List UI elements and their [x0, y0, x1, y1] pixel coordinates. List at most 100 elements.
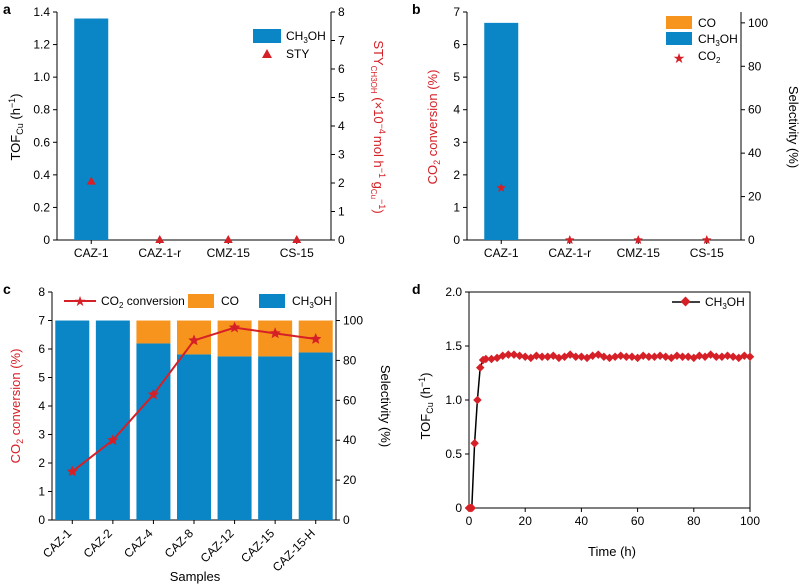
panel-b-right-axis-title: Selectivity (%)	[786, 86, 800, 168]
panel-c-x-tick-label: CAZ-12	[198, 526, 237, 565]
panel-b-left-axis-tick-label: 4	[453, 103, 460, 117]
panel-b-right-axis-tick-label: 60	[748, 103, 762, 117]
panel-a-left-axis-tick-label: 0.2	[33, 200, 50, 214]
panel-d-point-ch3oh	[745, 352, 755, 362]
panel-b-left-axis-tick-label: 1	[453, 200, 460, 214]
panel-d-x-axis-title: Time (h)	[588, 544, 636, 559]
panel-c-bar-co	[258, 320, 293, 357]
panel-b-point-co2	[702, 235, 712, 244]
panel-d-point-ch3oh	[616, 351, 625, 360]
panel-a-x-tick-label: CAZ-1-r	[138, 246, 181, 260]
panel-c-bar-ch3oh	[136, 343, 171, 520]
panel-b-point-co2	[565, 235, 575, 244]
panel-b-chart: 0 1 2 3 4 5 6 7 0 20 40 60 80 100 CAZ-1 CAZ-1-r CMZ-15 CS…	[453, 5, 768, 260]
panel-c-left-axis-tick-label: 3	[38, 428, 45, 442]
panel-d-point-ch3oh	[498, 351, 507, 360]
panel-b-x-tick-label: CAZ-1	[484, 246, 519, 260]
panel-d-point-ch3oh	[678, 352, 687, 362]
panel-d-point-ch3oh	[712, 352, 721, 362]
panel-d-line-ch3oh	[469, 353, 751, 509]
legend-marker-ch3oh-d	[680, 296, 691, 307]
legend-marker-co2-conversion: ★	[74, 293, 87, 309]
panel-a-left-axis-tick-label: 0	[43, 233, 50, 247]
panel-a-right-axis-title: STYCH3OH (×10−4mol h−1 gCu−1)	[369, 40, 387, 213]
panel-c-left-axis-tick-label: 1	[38, 485, 45, 499]
panel-d-chart: 0 0.5 1.0 1.5 2.0 0 20 40 60 80 100	[445, 285, 760, 528]
panel-a-left-axis-tick-label: 1.0	[33, 70, 50, 84]
legend-label-co-c: CO	[221, 294, 239, 308]
panel-c-left-axis-tick-label: 7	[38, 314, 45, 328]
panel-d-point-ch3oh	[638, 351, 648, 360]
panel-b-right-axis-tick-label: 100	[748, 16, 768, 30]
panel-d-point-ch3oh	[470, 438, 479, 448]
panel-c-bar-ch3oh	[95, 320, 130, 520]
panel-b-point-co2	[496, 182, 506, 192]
panel-d-x-tick-label: 0	[466, 514, 473, 528]
panel-c-bar-ch3oh	[258, 356, 293, 520]
panel-b-bar-ch3oh	[484, 22, 519, 240]
panel-d-point-ch3oh	[661, 352, 670, 362]
panel-d-x-tick-label: 100	[740, 514, 760, 528]
legend-label-ch3oh-b: CH3OH	[698, 32, 738, 48]
panel-d-point-ch3oh	[473, 395, 482, 405]
legend-swatch-co	[666, 16, 692, 29]
panel-a-left-axis-tick-label: 1.4	[33, 5, 50, 19]
panel-b-left-axis-tick-label: 3	[453, 135, 460, 149]
panel-d-x-tick-label: 20	[519, 514, 533, 528]
panel-a-x-tick-label: CMZ-15	[207, 246, 251, 260]
panel-c-left-axis-tick-label: 8	[38, 285, 45, 299]
panel-c-right-axis-tick-label: 80	[343, 353, 357, 367]
panel-a-left-axis-tick-label: 1.2	[33, 38, 50, 52]
panel-c-x-axis-title: Samples	[170, 569, 221, 584]
panel-b-right-axis-tick-label: 80	[748, 59, 762, 73]
panel-d-point-ch3oh	[467, 503, 477, 513]
panel-d-point-ch3oh	[481, 354, 491, 364]
panel-b-point-co2	[633, 235, 643, 244]
panel-c-legend: ★ CO2 conversion CO CH3OH	[64, 293, 332, 310]
panel-d-y-tick-label: 0	[455, 501, 462, 515]
panel-d-point-ch3oh	[577, 352, 586, 362]
panel-a-point-sty	[292, 235, 302, 243]
panel-d-point-ch3oh	[610, 352, 620, 362]
panel-d-point-ch3oh	[543, 352, 552, 362]
panel-a-right-axis-tick-label: 6	[338, 62, 345, 76]
panel-d-y-axis-title: TOFCu (h−1)	[417, 372, 435, 439]
panel-a-right-axis-tick-label: 3	[338, 148, 345, 162]
panel-c-bar-ch3oh	[177, 354, 211, 520]
legend-marker-co2: ★	[673, 50, 686, 66]
panel-b-x-tick-label: CS-15	[690, 246, 724, 260]
panel-d-point-ch3oh	[509, 350, 519, 359]
legend-label-co2-conversion: CO2 conversion	[101, 294, 185, 310]
legend-marker-sty	[262, 49, 272, 58]
panel-a-left-axis-tick-label: 0.8	[33, 103, 50, 117]
panel-b-left-axis-tick-label: 0	[453, 233, 460, 247]
panel-d-point-ch3oh	[599, 352, 609, 362]
panel-c-point-co2-conversion	[66, 465, 78, 477]
panel-d-point-ch3oh	[655, 351, 665, 360]
panel-d-point-ch3oh	[644, 352, 654, 362]
panel-d-point-ch3oh	[683, 352, 693, 362]
panel-a-right-axis-tick-label: 8	[338, 5, 345, 19]
panel-c-x-tick-label: CAZ-4	[121, 526, 156, 561]
panel-b-left-axis-tick-label: 6	[453, 38, 460, 52]
panel-c-right-axis-title: Selectivity (%)	[378, 365, 393, 447]
panel-a-point-sty	[223, 235, 233, 243]
panel-label-d: d	[412, 281, 421, 297]
panel-a-right-axis-tick-label: 2	[338, 176, 345, 190]
legend-swatch-ch3oh	[253, 29, 281, 43]
panel-c-point-co2-conversion	[228, 321, 241, 333]
panel-c-bar-ch3oh	[55, 320, 90, 520]
panel-c-left-axis-tick-label: 0	[38, 513, 45, 527]
panel-b-right-axis-tick-label: 20	[748, 190, 762, 204]
panel-d-y-tick-label: 1.5	[445, 339, 462, 353]
panel-b-left-axis-title: CO2 conversion (%)	[425, 70, 442, 185]
panel-c-left-axis-tick-label: 6	[38, 342, 45, 356]
panel-c-x-tick-label: CAZ-15	[238, 526, 277, 565]
panel-d-point-ch3oh	[571, 352, 581, 362]
panel-d-point-ch3oh	[650, 352, 659, 362]
panel-c-x-tick-label: CAZ-2	[81, 526, 116, 561]
panel-d-x-tick-label: 80	[687, 514, 701, 528]
panel-b-left-axis-tick-label: 5	[453, 70, 460, 84]
panel-c-left-axis-tick-label: 5	[38, 371, 45, 385]
panel-d-point-ch3oh	[717, 352, 727, 362]
